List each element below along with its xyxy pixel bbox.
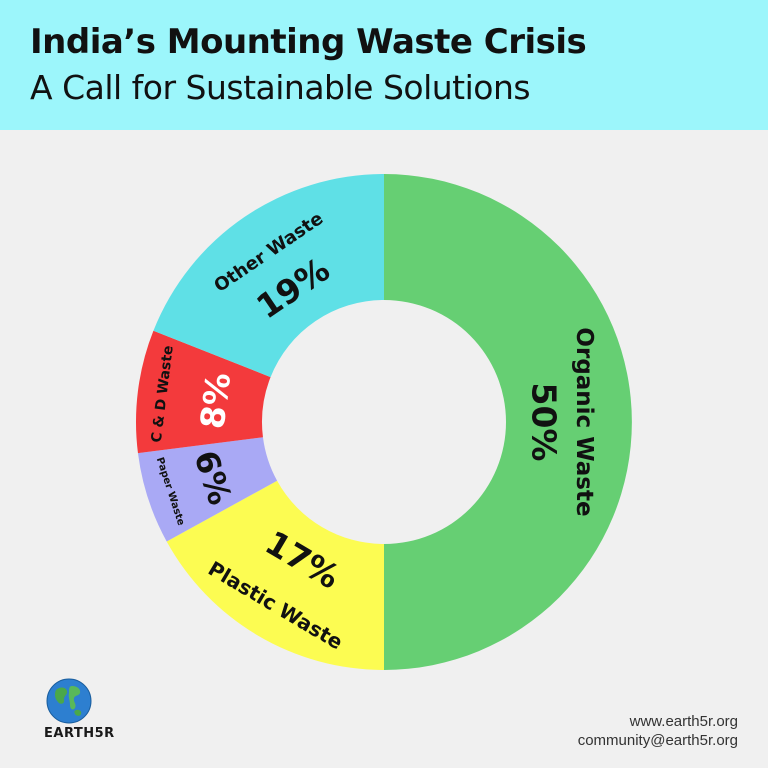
slice-organic	[384, 174, 632, 670]
page-title: India’s Mounting Waste Crisis	[30, 22, 587, 62]
email-link[interactable]: community@earth5r.org	[577, 732, 738, 749]
slice-other	[153, 173, 384, 378]
header-banner: India’s Mounting Waste Crisis A Call for…	[0, 0, 768, 130]
website-link[interactable]: www.earth5r.org	[629, 713, 738, 730]
globe-icon	[46, 678, 92, 724]
slice-plastic	[166, 480, 384, 670]
value-label-organic: 50%	[525, 383, 564, 462]
contact-info: www.earth5r.org community@earth5r.org	[578, 712, 738, 750]
earth5r-logo: EARTH5R	[44, 678, 115, 741]
slice-cd	[136, 330, 271, 454]
slice-label-organic: Organic Waste	[571, 327, 597, 516]
page-subtitle: A Call for Sustainable Solutions	[30, 68, 531, 107]
value-label-cd: 8%	[192, 370, 238, 430]
slice-paper	[137, 437, 278, 542]
logo-text: EARTH5R	[44, 726, 115, 741]
